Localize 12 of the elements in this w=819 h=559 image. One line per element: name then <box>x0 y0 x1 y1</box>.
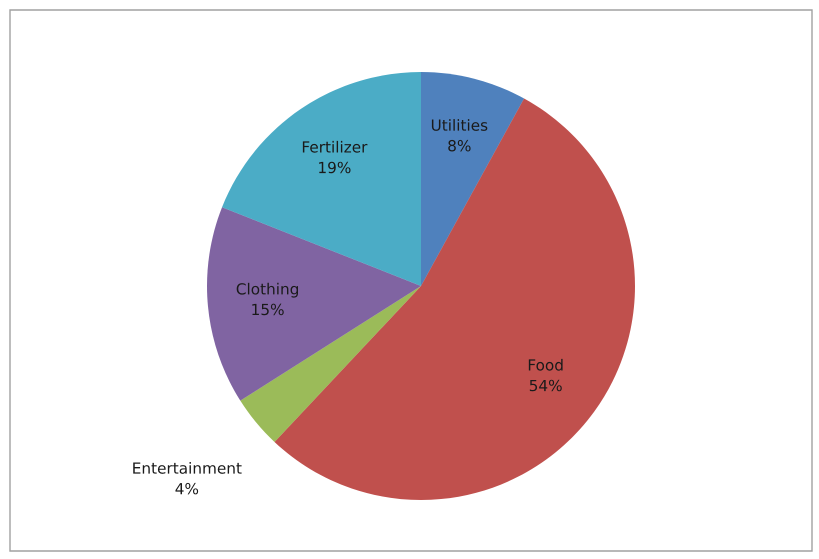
slice-label: Clothing <box>236 282 298 298</box>
slice-label: Fertilizer <box>302 140 368 153</box>
data-label: 19% <box>319 162 351 174</box>
slice-label: Entertainment <box>133 462 242 474</box>
pie-slice <box>421 72 524 286</box>
data-label: 54% <box>530 380 562 392</box>
slice-label: Food <box>528 358 563 371</box>
data-label: 8% <box>448 140 471 152</box>
pie-slice <box>207 207 421 401</box>
data-label: 15% <box>252 304 284 316</box>
data-label: 4% <box>175 482 198 494</box>
slice-label: Utilities <box>432 119 488 131</box>
